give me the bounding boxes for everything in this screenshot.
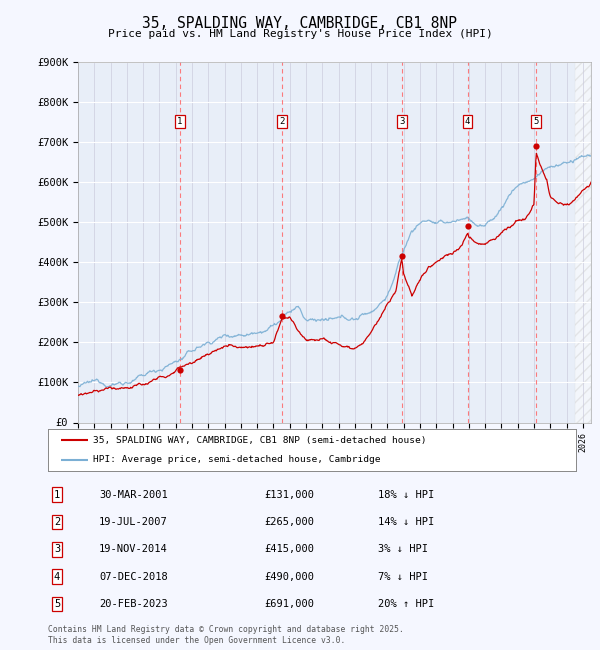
Text: 18% ↓ HPI: 18% ↓ HPI — [378, 489, 434, 500]
Text: 35, SPALDING WAY, CAMBRIDGE, CB1 8NP (semi-detached house): 35, SPALDING WAY, CAMBRIDGE, CB1 8NP (se… — [93, 436, 427, 445]
Text: £131,000: £131,000 — [264, 489, 314, 500]
Text: 5: 5 — [533, 117, 539, 125]
Text: 3% ↓ HPI: 3% ↓ HPI — [378, 544, 428, 554]
Text: £490,000: £490,000 — [264, 571, 314, 582]
Text: 20-FEB-2023: 20-FEB-2023 — [99, 599, 168, 609]
Text: Price paid vs. HM Land Registry's House Price Index (HPI): Price paid vs. HM Land Registry's House … — [107, 29, 493, 39]
Text: 1: 1 — [177, 117, 182, 125]
Text: 07-DEC-2018: 07-DEC-2018 — [99, 571, 168, 582]
Text: 2: 2 — [54, 517, 60, 527]
Text: 20% ↑ HPI: 20% ↑ HPI — [378, 599, 434, 609]
Text: £265,000: £265,000 — [264, 517, 314, 527]
Text: 4: 4 — [54, 571, 60, 582]
Text: 2: 2 — [280, 117, 285, 125]
Text: 3: 3 — [54, 544, 60, 554]
Text: 35, SPALDING WAY, CAMBRIDGE, CB1 8NP: 35, SPALDING WAY, CAMBRIDGE, CB1 8NP — [143, 16, 458, 31]
Text: £691,000: £691,000 — [264, 599, 314, 609]
Text: £415,000: £415,000 — [264, 544, 314, 554]
Text: 1: 1 — [54, 489, 60, 500]
Text: Contains HM Land Registry data © Crown copyright and database right 2025.
This d: Contains HM Land Registry data © Crown c… — [48, 625, 404, 645]
Text: 5: 5 — [54, 599, 60, 609]
Text: HPI: Average price, semi-detached house, Cambridge: HPI: Average price, semi-detached house,… — [93, 456, 380, 464]
Text: 3: 3 — [399, 117, 404, 125]
Text: 19-NOV-2014: 19-NOV-2014 — [99, 544, 168, 554]
Text: 7% ↓ HPI: 7% ↓ HPI — [378, 571, 428, 582]
Text: 19-JUL-2007: 19-JUL-2007 — [99, 517, 168, 527]
Text: 4: 4 — [465, 117, 470, 125]
Text: 30-MAR-2001: 30-MAR-2001 — [99, 489, 168, 500]
Text: 14% ↓ HPI: 14% ↓ HPI — [378, 517, 434, 527]
